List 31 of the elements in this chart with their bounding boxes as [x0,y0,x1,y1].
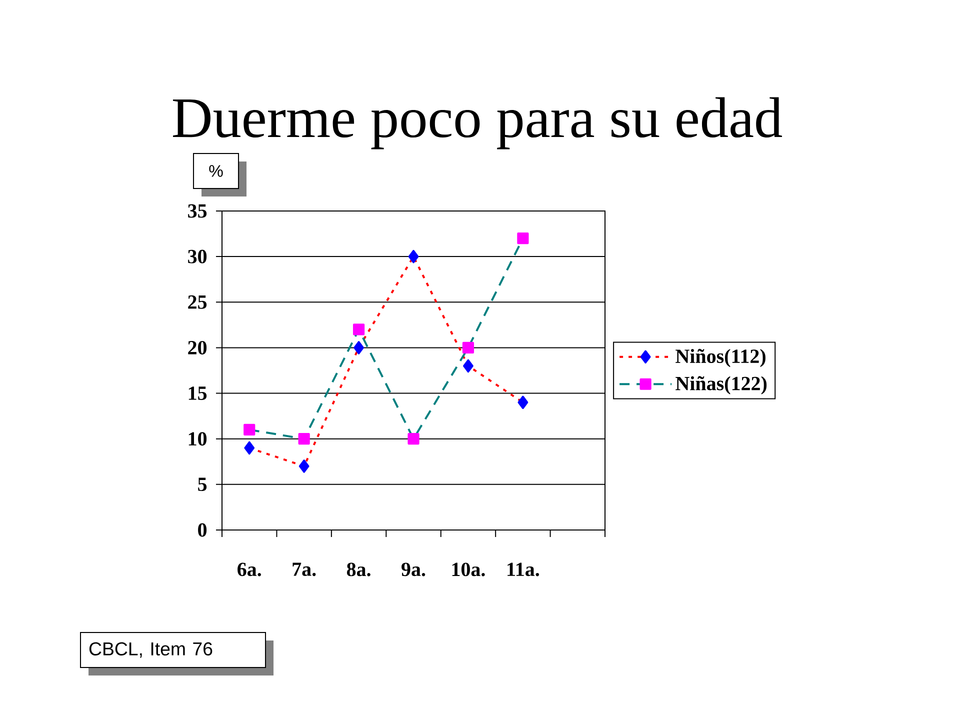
chart-title: Duerme poco para su edad [173,97,782,150]
point [517,232,529,244]
point [408,433,420,445]
y-tick-label: 15 [188,386,207,400]
point [462,342,474,354]
y-tick-label: 20 [188,340,207,354]
point [352,324,365,336]
point [298,433,310,445]
y-tick-label: 30 [188,250,207,264]
point [244,441,255,455]
x-tick-label: 8a. [346,562,370,576]
text: CBCL, Item 76 [89,642,212,658]
point [244,424,256,436]
point [463,359,474,373]
x-tick-label: 7a. [292,562,316,576]
x-tick-label: 6a. [238,562,261,576]
x-tick-label: 11a. [508,562,539,576]
legend-label: Niños(112) [676,348,766,368]
y-tick-label: 10 [188,432,207,446]
x-tick-label: 9a. [402,562,426,576]
legend-label: Niñas(122) [676,376,767,394]
x-tick-label: 10a. [452,562,485,576]
point [408,250,419,264]
y-tick-label: 5 [198,478,207,492]
y-tick-label: 35 [188,204,207,218]
point [298,460,310,473]
point [518,396,528,409]
y-tick-label: 0 [198,523,207,537]
y-tick-label: 25 [188,295,207,309]
y-axis-title: % [209,165,223,177]
point [354,341,364,354]
